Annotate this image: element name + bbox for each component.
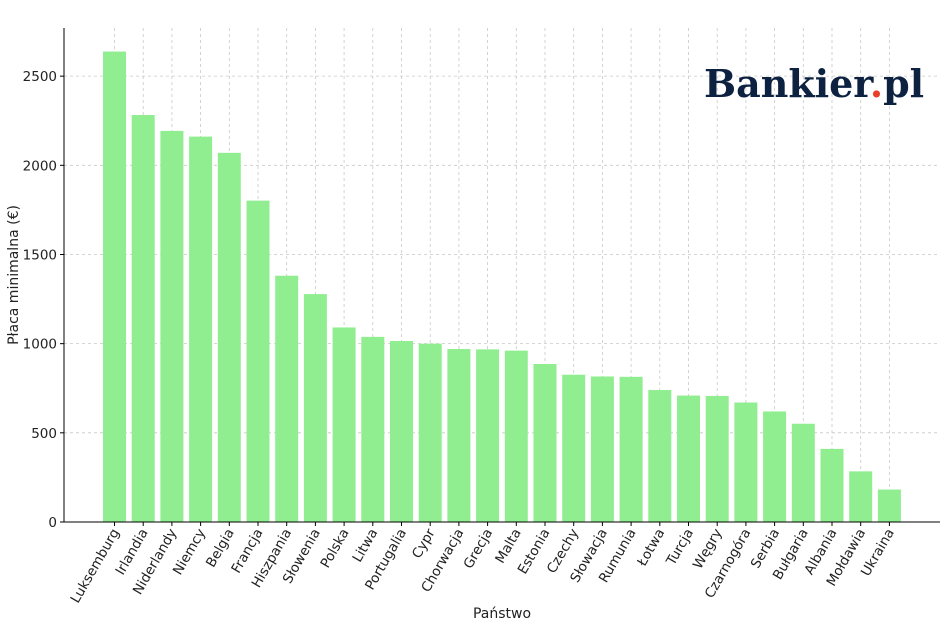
logo-dot: . (870, 61, 883, 106)
bar (217, 152, 241, 523)
y-tick-label: 2000 (23, 158, 57, 174)
bar (677, 395, 700, 522)
bar (705, 395, 729, 522)
bar (619, 376, 643, 522)
y-tick-label: 1500 (23, 247, 57, 263)
bar (504, 350, 528, 522)
bar (590, 376, 614, 522)
bars (103, 51, 901, 523)
bar (820, 448, 844, 522)
bar (877, 489, 901, 522)
logo-text-main: Bankier (704, 61, 874, 106)
x-tick-label: Grecja (460, 526, 496, 572)
bar (103, 51, 126, 522)
logo-text-suffix: pl (883, 61, 924, 106)
bar (390, 340, 413, 522)
bar (332, 327, 356, 522)
x-tick-label: Cypr (409, 526, 439, 562)
bar (849, 471, 873, 522)
bar (418, 343, 442, 522)
y-tick-label: 1000 (23, 337, 57, 353)
bar (189, 136, 213, 523)
y-tick-label: 0 (48, 515, 57, 531)
y-tick-label: 2500 (23, 69, 57, 85)
bar (246, 200, 270, 522)
svg-text:Bankier.pl: Bankier.pl (704, 61, 924, 106)
bar (791, 423, 815, 522)
bar (533, 363, 557, 522)
bar (562, 374, 586, 522)
bar (476, 349, 500, 522)
bar (160, 130, 184, 523)
bar (303, 294, 327, 522)
y-tick-label: 500 (31, 426, 57, 442)
x-ticks: LuksemburgIrlandiaNiderlandyNiemcyBelgia… (68, 522, 898, 606)
bankier-logo: Bankier.pl (704, 61, 924, 106)
y-ticks: 0 500 1000 1500 2000 2500 (23, 69, 64, 531)
bar (648, 390, 672, 522)
x-axis-title: Państwo (473, 606, 531, 622)
axes (63, 28, 940, 523)
bar (361, 336, 385, 522)
y-axis-title: Płaca minimalna (€) (6, 205, 22, 345)
bar (447, 349, 471, 522)
x-tick-label: Łotwa (634, 526, 669, 570)
x-tick-label: Polska (317, 526, 352, 571)
bar (275, 275, 299, 522)
bar (734, 402, 758, 522)
bar (763, 411, 787, 522)
bar (131, 115, 155, 522)
